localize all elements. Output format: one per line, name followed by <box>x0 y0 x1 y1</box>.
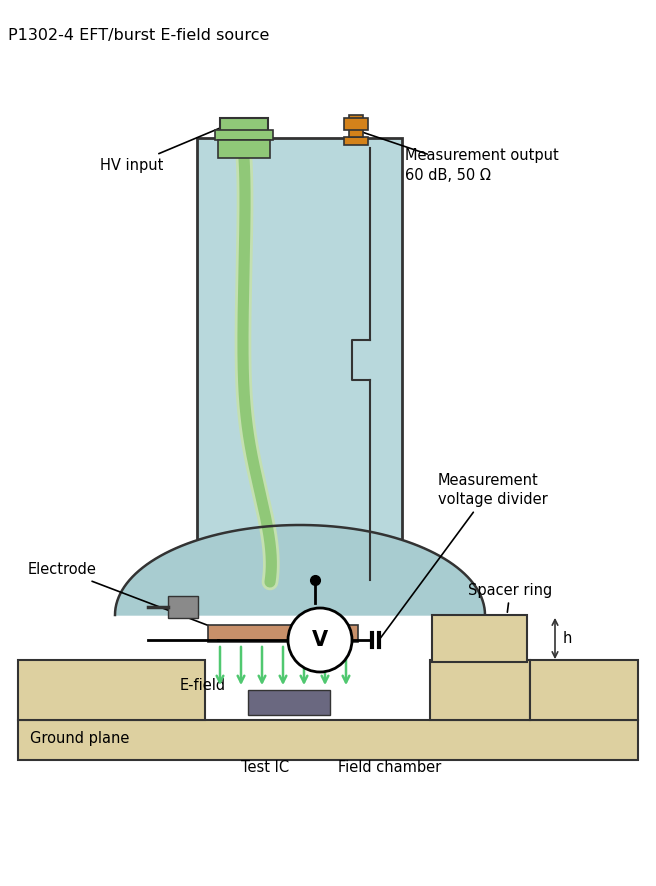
Bar <box>430 660 530 720</box>
Text: V: V <box>312 630 328 650</box>
Bar <box>220 118 268 140</box>
Bar <box>218 140 270 158</box>
Bar <box>530 660 638 720</box>
Bar <box>168 596 198 618</box>
Polygon shape <box>115 525 485 615</box>
Circle shape <box>288 608 352 672</box>
Text: Measurement
voltage divider: Measurement voltage divider <box>438 472 548 508</box>
Text: h: h <box>563 631 573 646</box>
Bar <box>344 118 368 130</box>
Bar <box>197 138 402 595</box>
Text: HV input: HV input <box>100 119 241 173</box>
Text: Measurement output: Measurement output <box>405 147 559 162</box>
Bar <box>208 625 358 642</box>
Text: Electrode: Electrode <box>28 563 226 632</box>
Text: P1302-4 EFT/burst E-field source: P1302-4 EFT/burst E-field source <box>8 28 270 43</box>
Bar <box>18 660 205 720</box>
Text: Test IC: Test IC <box>241 760 289 775</box>
Bar <box>432 615 527 662</box>
Bar <box>344 137 368 145</box>
Bar <box>215 130 273 140</box>
Text: Ground plane: Ground plane <box>30 730 129 745</box>
Bar <box>18 720 638 760</box>
Text: 60 dB, 50 Ω: 60 dB, 50 Ω <box>405 167 491 183</box>
Bar <box>248 690 330 715</box>
Text: Field chamber: Field chamber <box>338 760 441 775</box>
Text: E-field: E-field <box>180 678 226 693</box>
Bar <box>349 115 363 137</box>
Text: Spacer ring: Spacer ring <box>468 582 552 612</box>
